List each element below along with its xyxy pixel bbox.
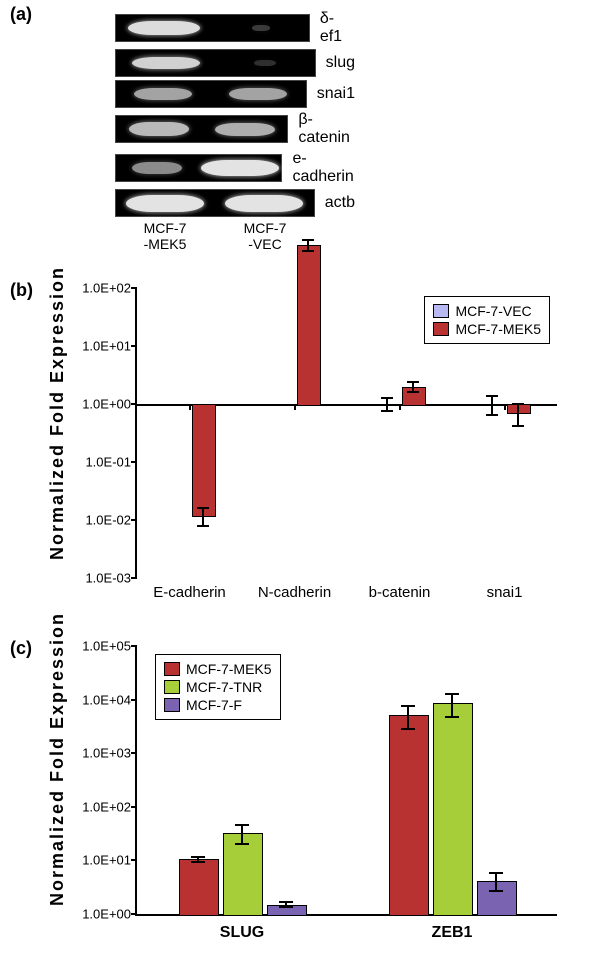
panel-a-label: (a) [10, 4, 32, 25]
bar [376, 404, 400, 406]
legend-b: MCF-7-VEC MCF-7-MEK5 [424, 296, 550, 344]
panel-b-label: (b) [10, 280, 33, 301]
x-category-label: E-cadherin [153, 584, 226, 601]
bar [389, 715, 429, 916]
bar [179, 859, 219, 916]
bar [433, 703, 473, 916]
bar [402, 387, 426, 406]
bar [477, 881, 517, 916]
gel-row-label: snai1 [317, 85, 355, 103]
y-axis-label-b: Normalized Fold Expression [47, 266, 68, 560]
x-category-label: SLUG [220, 924, 264, 942]
gel-row: actb [115, 189, 355, 217]
gel-row: δ-ef1 [115, 10, 355, 46]
gel-row: slug [115, 49, 355, 77]
bar [192, 404, 216, 517]
legend-c: MCF-7-MEK5 MCF-7-TNR MCF-7-F [155, 654, 281, 720]
chart-b: Normalized Fold Expression 1.0E+021.0E+0… [55, 288, 565, 608]
x-category-label: N-cadherin [258, 584, 331, 601]
legend-item: MCF-7-MEK5 [433, 321, 541, 337]
gel-row-label: e-cadherin [292, 150, 355, 186]
gel-row-label: β-catenin [298, 111, 355, 147]
gel-row: e-cadherin [115, 150, 355, 186]
bar [297, 245, 321, 406]
gel-row-label: actb [325, 194, 355, 212]
y-axis-label-c: Normalized Fold Expression [47, 612, 68, 906]
legend-item: MCF-7-F [164, 697, 272, 713]
chart-c: Normalized Fold Expression 1.0E+051.0E+0… [55, 646, 565, 956]
gel-image: δ-ef1 slug snai1 β-catenine-cadherin actb MCF… [115, 10, 355, 252]
gel-row-label: δ-ef1 [320, 10, 355, 46]
gel-row: snai1 [115, 80, 355, 108]
x-category-label: ZEB1 [432, 924, 473, 942]
panel-c-label: (c) [10, 638, 32, 659]
gel-row: β-catenin [115, 111, 355, 147]
legend-item: MCF-7-VEC [433, 303, 541, 319]
bar [481, 404, 505, 406]
legend-item: MCF-7-TNR [164, 679, 272, 695]
legend-item: MCF-7-MEK5 [164, 661, 272, 677]
bar [507, 404, 531, 414]
gel-row-label: slug [326, 54, 355, 72]
figure: (a) (b) (c) δ-ef1 slug snai1 β-catenine-cad… [0, 0, 600, 971]
x-category-label: snai1 [487, 584, 523, 601]
x-category-label: b-catenin [369, 584, 431, 601]
gel-column-label: MCF-7-MEK5 [115, 220, 215, 252]
